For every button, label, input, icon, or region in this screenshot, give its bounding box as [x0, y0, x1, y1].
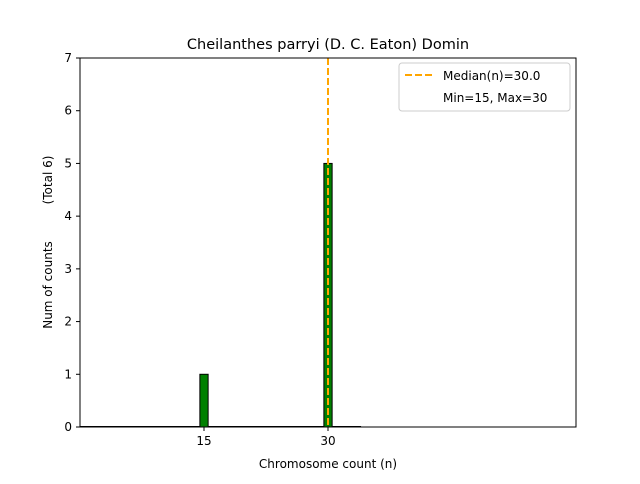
y-tick-label-0: 0	[64, 420, 72, 434]
x-axis-label: Chromosome count (n)	[259, 457, 397, 471]
y-axis-ticks: 0 1 2 3 4 5 6 7	[64, 51, 80, 434]
bar-n-15	[199, 373, 209, 428]
y-tick-label-7: 7	[64, 51, 72, 65]
x-tick-label-15: 15	[196, 434, 211, 448]
y-tick-label-1: 1	[64, 367, 72, 381]
chart-title: Cheilanthes parryi (D. C. Eaton) Domin	[187, 37, 469, 53]
y-tick-label-3: 3	[64, 262, 72, 276]
y-tick-label-5: 5	[64, 156, 72, 170]
y-axis-label: Num of counts	[41, 241, 55, 329]
legend-range-label: Min=15, Max=30	[443, 91, 547, 105]
y-tick-label-2: 2	[64, 315, 72, 329]
y-tick-label-4: 4	[64, 209, 72, 223]
legend-box	[398, 62, 571, 112]
legend-median-label: Median(n)=30.0	[443, 69, 540, 83]
x-axis-ticks: 15 30	[196, 427, 336, 448]
y-axis-total-label: (Total 6)	[41, 156, 55, 205]
y-tick-label-6: 6	[64, 104, 72, 118]
legend: Median(n)=30.0 Min=15, Max=30	[398, 62, 571, 112]
x-tick-label-30: 30	[320, 434, 335, 448]
